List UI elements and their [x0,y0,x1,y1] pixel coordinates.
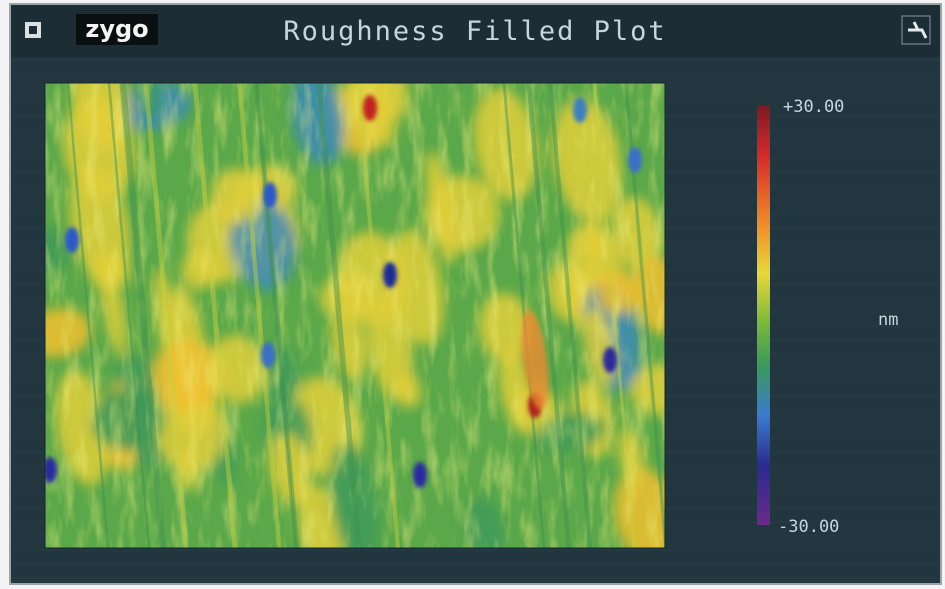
plot-border [44,82,666,549]
surface-plot [45,83,665,548]
defect-spot [628,147,642,173]
streak [253,83,297,548]
streak [107,83,151,548]
defect-spot [573,97,587,123]
logo-box [76,14,158,45]
defect-spot [521,310,549,410]
streak [192,83,238,548]
streak [237,83,282,548]
defect-spots [45,95,642,488]
streak [119,83,163,548]
streak [122,83,167,548]
defect-spot [603,347,617,373]
defect-spot [383,262,397,288]
window-control-icon [908,21,928,39]
defect-spot [65,227,79,253]
streak [316,83,362,548]
window-title: Roughness Filled Plot [283,16,666,47]
defect-spot [363,95,377,121]
colorbar-max-label: +30.00 [783,97,844,117]
texture [45,83,665,548]
streak [592,83,637,548]
title-bar [11,5,940,57]
logo: zygo [85,15,148,43]
defect-spot [45,457,57,483]
streak [255,83,300,548]
colorbar-unit: nm [878,310,898,330]
colorbar [757,105,770,525]
defect-spot [261,342,275,368]
streak [548,83,593,548]
defect-spot [263,182,277,208]
colorbar-min-label: -30.00 [778,517,839,537]
streak [66,83,110,548]
streak [355,83,401,548]
window-menu-icon [29,26,37,34]
streak [526,83,572,548]
defect-spot [413,462,427,488]
streak [143,83,189,548]
